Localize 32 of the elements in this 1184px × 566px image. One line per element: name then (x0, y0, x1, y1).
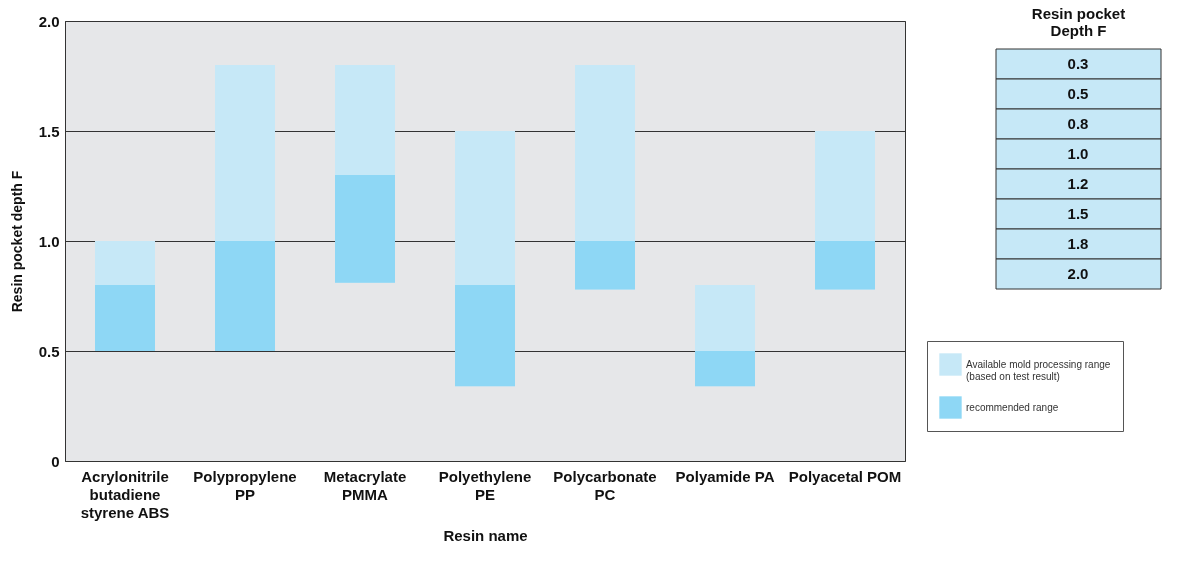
text: 1.5 (1067, 205, 1089, 222)
text: 1.8 (1067, 235, 1089, 252)
text: 0.5 (1067, 85, 1089, 102)
text: 1.2 (1067, 175, 1089, 192)
x-axis-title: Resin name (443, 526, 528, 544)
x-tick-label: Metacrylate PMMA (323, 467, 407, 503)
x-tick-label: Polypropylene PP (193, 467, 297, 503)
bar (455, 285, 515, 387)
text: 0.8 (1067, 115, 1089, 132)
y-tick-label: 1.0 (38, 232, 60, 250)
bar (575, 241, 635, 290)
bar (815, 241, 875, 290)
x-tick-label: Polyamide PA (675, 467, 775, 485)
y-tick-label: 1.5 (38, 122, 60, 140)
y-tick-label: 2.0 (38, 12, 60, 30)
y-axis-title: Resin pocket depth F (8, 170, 25, 313)
text: Resin pocket Depth F (1031, 4, 1126, 39)
y-tick-label: 0 (51, 452, 60, 470)
bar (695, 351, 755, 387)
text: 0.3 (1067, 55, 1089, 72)
x-tick-label: Polycarbonate PC (553, 467, 657, 503)
bar (95, 285, 155, 351)
x-tick-label: Acrylonitrile butadiene styrene ABS (80, 467, 170, 521)
text: 2.0 (1067, 265, 1089, 282)
x-tick-label: Polyacetal POM (788, 467, 902, 485)
y-tick-label: 0.5 (38, 342, 60, 360)
x-tick-label: Polyethylene PE (438, 467, 532, 503)
bar (335, 175, 395, 283)
text: 1.0 (1067, 145, 1089, 162)
bar (215, 241, 275, 351)
legend-label: Available mold processing range (based on test result) (966, 358, 1111, 382)
legend-label: recommended range (966, 401, 1059, 413)
